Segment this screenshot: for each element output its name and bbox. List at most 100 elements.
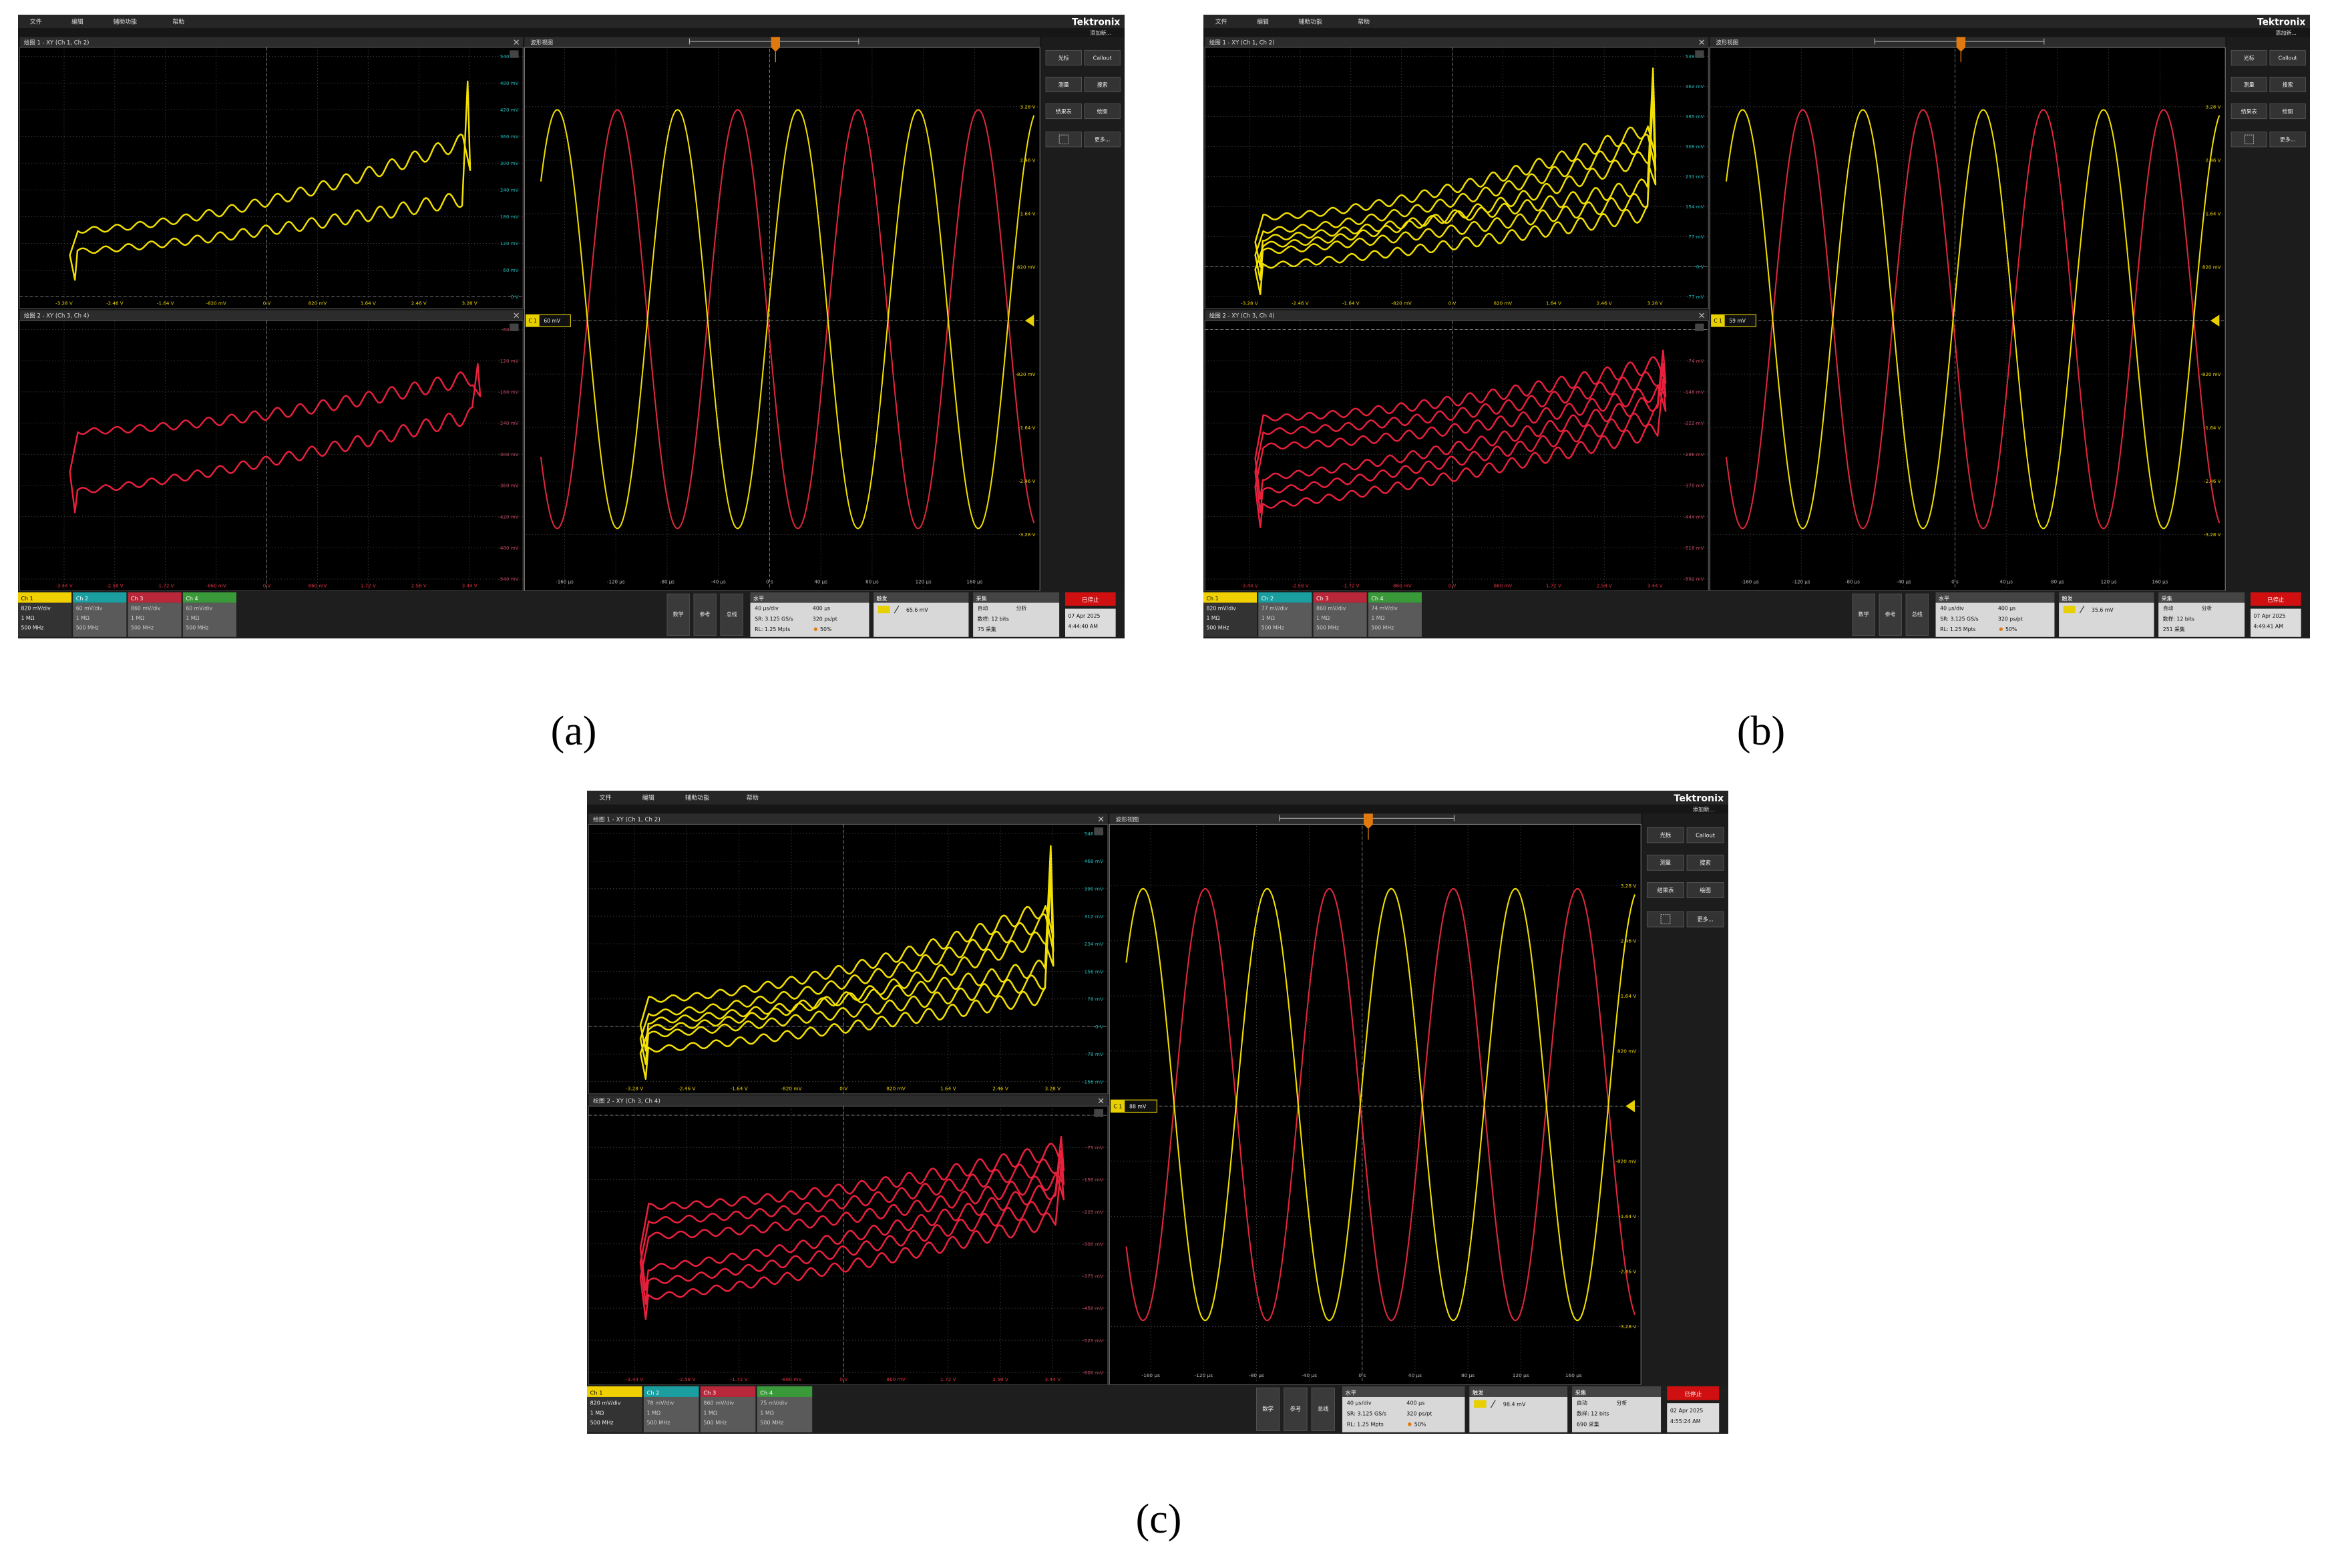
menu-item[interactable]: 帮助 <box>747 794 759 802</box>
y-tick-label: 390 mV <box>1085 886 1103 892</box>
bottom-button-label[interactable]: 数学 <box>673 611 684 618</box>
menu-item[interactable]: 文件 <box>30 17 42 25</box>
menu-item[interactable]: 帮助 <box>172 17 184 25</box>
channel-name[interactable]: Ch 2 <box>646 1389 659 1396</box>
side-button-label[interactable]: Callout <box>1093 55 1112 61</box>
channel-name[interactable]: Ch 2 <box>1261 596 1274 602</box>
y-tick-label: -2.46 V <box>1619 1269 1636 1275</box>
channel-name[interactable]: Ch 1 <box>21 596 33 602</box>
side-button-label[interactable]: 绘图 <box>1097 108 1108 114</box>
side-button-label[interactable]: 更多... <box>1095 136 1111 143</box>
bottom-button-label[interactable]: 数学 <box>1262 1406 1274 1412</box>
side-button-label[interactable]: 测量 <box>1660 859 1672 866</box>
menu-item[interactable]: 辅助功能 <box>685 794 710 802</box>
bottom-button <box>693 593 717 636</box>
x-tick-label: -860 mV <box>781 1376 801 1382</box>
y-tick-label: 3.28 V <box>1621 883 1637 889</box>
channel-marker-label: C 1 <box>1714 318 1722 324</box>
menu-item[interactable]: 编辑 <box>1257 17 1269 25</box>
menu-item[interactable]: 文件 <box>1215 17 1227 25</box>
menu-bar <box>587 791 1728 805</box>
plot-area <box>19 320 524 592</box>
bottom-button <box>1879 593 1902 636</box>
record-length: RL: 1.25 Mpts <box>1940 626 1975 632</box>
add-new-button[interactable]: 添加新... <box>1693 806 1715 813</box>
info-box-body <box>1935 602 2055 637</box>
acquisition-mode: 自动 <box>978 605 988 612</box>
menu-item[interactable]: 编辑 <box>71 17 83 25</box>
menu-item[interactable]: 帮助 <box>1358 17 1370 25</box>
channel-name[interactable]: Ch 1 <box>1206 596 1218 602</box>
bottom-button-label[interactable]: 总线 <box>1318 1406 1329 1412</box>
side-button-label[interactable]: 绘图 <box>2283 108 2293 114</box>
side-button-label[interactable]: 测量 <box>2244 81 2255 87</box>
corner-icon <box>1094 1109 1104 1117</box>
panel-label: (c) <box>1135 1497 1182 1542</box>
corner-icon <box>510 50 519 58</box>
bottom-button-label[interactable]: 参考 <box>1885 611 1896 618</box>
y-tick-label: -156 mV <box>1083 1079 1103 1085</box>
menu-item[interactable]: 辅助功能 <box>1298 17 1322 25</box>
bottom-button-label[interactable]: 总线 <box>727 611 737 618</box>
x-tick-label: 820 mV <box>309 301 327 307</box>
channel-name[interactable]: Ch 2 <box>76 596 88 602</box>
channel-name[interactable]: Ch 4 <box>186 596 198 602</box>
side-button-label[interactable]: 光标 <box>2244 54 2255 61</box>
side-button-label[interactable]: 更多... <box>1697 916 1713 923</box>
bottom-button-label[interactable]: 数学 <box>1859 611 1869 618</box>
bottom-button-label[interactable]: 总线 <box>1912 611 1923 618</box>
menu-item[interactable]: 文件 <box>599 794 611 802</box>
add-new-button[interactable]: 添加新... <box>1090 29 1111 36</box>
bottom-button-label[interactable]: 参考 <box>700 611 711 618</box>
side-button-label[interactable]: 搜索 <box>1097 81 1108 87</box>
y-tick-label: -375 mV <box>1083 1273 1103 1280</box>
y-tick-label: 360 mV <box>500 134 519 140</box>
side-button-label[interactable]: 结果表 <box>2241 108 2257 114</box>
side-button <box>1686 827 1724 843</box>
channel-name[interactable]: Ch 1 <box>590 1389 603 1396</box>
side-button-label[interactable]: 光标 <box>1660 831 1672 838</box>
channel-header <box>1313 592 1367 603</box>
info-box-title: 水平 <box>753 595 764 602</box>
x-tick-label: -820 mV <box>206 301 226 307</box>
x-tick-label: -160 µs <box>556 579 574 585</box>
side-button <box>1084 49 1121 66</box>
side-button-label[interactable]: 绘图 <box>1700 887 1711 894</box>
stop-button-label[interactable]: 已停止 <box>2267 596 2284 603</box>
stop-button-label[interactable]: 已停止 <box>1684 1390 1702 1398</box>
channel-name[interactable]: Ch 3 <box>703 1389 716 1396</box>
menu-item[interactable]: 编辑 <box>642 794 654 802</box>
stop-button-label[interactable]: 已停止 <box>1082 596 1099 603</box>
add-new-button[interactable]: 添加新... <box>2275 29 2297 36</box>
side-button-label[interactable]: Callout <box>2279 55 2297 61</box>
x-tick-label: -3.28 V <box>626 1085 643 1091</box>
side-button-label[interactable]: 光标 <box>1058 54 1069 61</box>
waveform-title: 波形视图 <box>530 39 553 45</box>
side-button-label[interactable]: 搜索 <box>2283 81 2293 87</box>
bottom-button-label[interactable]: 参考 <box>1290 1406 1302 1412</box>
channel-body <box>700 1396 756 1432</box>
channel-name[interactable]: Ch 4 <box>1371 596 1383 602</box>
x-tick-label: -2.46 V <box>106 301 124 307</box>
channel-name[interactable]: Ch 3 <box>131 596 143 602</box>
menu-item[interactable]: 辅助功能 <box>113 17 137 25</box>
side-button-label[interactable]: Callout <box>1696 831 1716 838</box>
side-button <box>1646 854 1684 871</box>
side-button-label[interactable]: 测量 <box>1058 81 1069 87</box>
horizontal-duration: 400 µs <box>1406 1400 1424 1406</box>
channel-name[interactable]: Ch 3 <box>1316 596 1328 602</box>
side-button-label[interactable]: 更多... <box>2280 136 2296 143</box>
channel-name[interactable]: Ch 4 <box>760 1389 773 1396</box>
trigger-level: 65.6 mV <box>906 607 928 613</box>
side-button-label[interactable]: 结果表 <box>1056 108 1072 114</box>
acquisition-analysis: 分析 <box>1617 1399 1627 1406</box>
channel-bandwidth: 500 MHz <box>1261 625 1284 631</box>
channel-scale: 860 mV/div <box>131 606 161 612</box>
side-button-label[interactable]: 结果表 <box>1658 887 1674 894</box>
channel-bandwidth: 500 MHz <box>186 625 208 631</box>
x-tick-label: 40 µs <box>1999 579 2013 585</box>
info-box-header <box>2158 592 2245 603</box>
side-button-label[interactable]: 搜索 <box>1700 859 1711 866</box>
waveform-title-bar <box>524 37 1040 47</box>
y-tick-label: 2.46 V <box>1020 158 1036 164</box>
